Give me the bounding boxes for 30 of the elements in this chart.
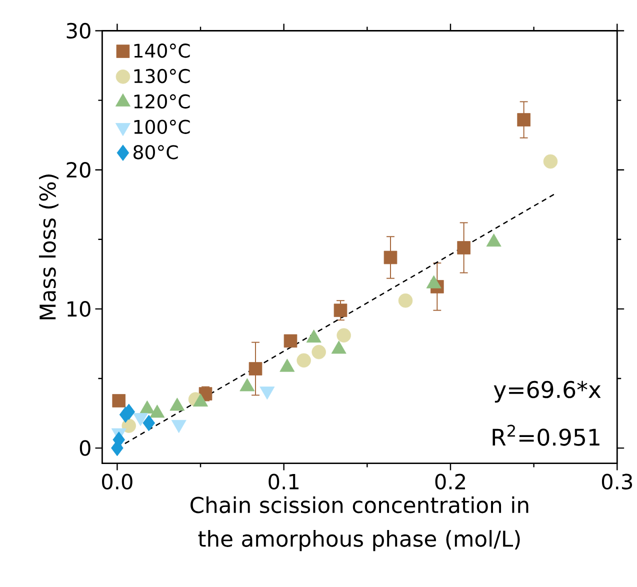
annotation: y=69.6*x — [494, 380, 601, 402]
y-axis-title: Mass loss (%) — [39, 174, 58, 320]
legend-label: 130°C — [134, 68, 190, 84]
legend-label: 80°C — [134, 144, 178, 160]
point — [517, 112, 530, 126]
legend-label: 100°C — [134, 120, 190, 134]
point — [384, 250, 398, 264]
x-tick-label: 0.1 — [268, 474, 298, 490]
x-tick-label: 0.3 — [602, 474, 632, 490]
annotation: R$^{2}$=0.951 — [492, 424, 600, 446]
y-tick-label: 20 — [66, 162, 90, 178]
y-tick-label: 10 — [68, 300, 90, 317]
point — [248, 362, 262, 376]
point — [457, 240, 470, 254]
legend-label: 140°C — [134, 43, 190, 58]
x-tick-label: 0.2 — [435, 474, 465, 490]
x-axis-title: Chain scission concentration in the amorphous phase (mol/L) — [190, 496, 528, 552]
point — [336, 328, 351, 342]
point — [112, 394, 126, 408]
point — [284, 334, 298, 348]
y-tick-label: 0 — [80, 440, 90, 456]
point — [543, 154, 558, 168]
legend-label: 120°C — [134, 94, 190, 108]
point — [334, 304, 348, 317]
x-tick-label: 0.0 — [102, 474, 132, 490]
point — [398, 293, 413, 308]
point — [142, 414, 156, 431]
point — [296, 353, 311, 368]
y-tick-label: 30 — [66, 22, 90, 38]
point — [312, 344, 326, 360]
